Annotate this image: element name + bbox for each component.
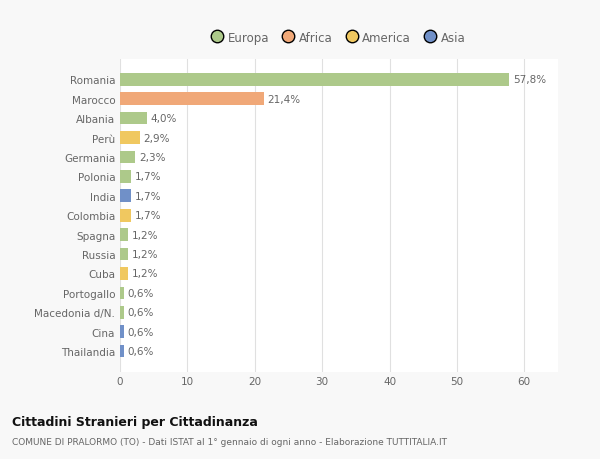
Text: 2,3%: 2,3% bbox=[139, 153, 166, 162]
Text: 57,8%: 57,8% bbox=[513, 75, 546, 85]
Bar bbox=[120, 209, 131, 222]
Text: 1,2%: 1,2% bbox=[131, 230, 158, 240]
Text: 1,7%: 1,7% bbox=[135, 211, 161, 221]
Text: 0,6%: 0,6% bbox=[127, 327, 154, 337]
Bar bbox=[120, 171, 131, 183]
Text: 0,6%: 0,6% bbox=[127, 288, 154, 298]
Bar bbox=[120, 248, 128, 261]
Text: 1,2%: 1,2% bbox=[131, 250, 158, 259]
Text: Cittadini Stranieri per Cittadinanza: Cittadini Stranieri per Cittadinanza bbox=[12, 415, 258, 428]
Bar bbox=[120, 268, 128, 280]
Bar bbox=[120, 287, 124, 300]
Text: 1,7%: 1,7% bbox=[135, 191, 161, 202]
Text: 0,6%: 0,6% bbox=[127, 308, 154, 318]
Bar bbox=[120, 112, 147, 125]
Bar bbox=[120, 345, 124, 358]
Text: 2,9%: 2,9% bbox=[143, 133, 169, 143]
Text: COMUNE DI PRALORMO (TO) - Dati ISTAT al 1° gennaio di ogni anno - Elaborazione T: COMUNE DI PRALORMO (TO) - Dati ISTAT al … bbox=[12, 437, 447, 446]
Bar bbox=[120, 325, 124, 338]
Bar bbox=[120, 74, 509, 86]
Text: 1,7%: 1,7% bbox=[135, 172, 161, 182]
Text: 21,4%: 21,4% bbox=[268, 95, 301, 105]
Bar bbox=[120, 190, 131, 203]
Bar bbox=[120, 151, 136, 164]
Legend: Europa, Africa, America, Asia: Europa, Africa, America, Asia bbox=[209, 28, 469, 48]
Bar bbox=[120, 306, 124, 319]
Text: 4,0%: 4,0% bbox=[151, 114, 176, 124]
Bar bbox=[120, 93, 264, 106]
Text: 0,6%: 0,6% bbox=[127, 347, 154, 356]
Bar bbox=[120, 132, 140, 145]
Bar bbox=[120, 229, 128, 241]
Text: 1,2%: 1,2% bbox=[131, 269, 158, 279]
